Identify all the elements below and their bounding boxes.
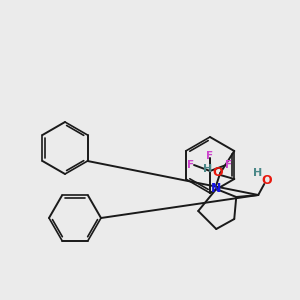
Text: O: O [212, 167, 223, 179]
Text: F: F [188, 160, 195, 170]
Text: O: O [261, 173, 272, 187]
Text: H: H [253, 168, 262, 178]
Text: H: H [202, 164, 212, 174]
Text: F: F [225, 160, 233, 170]
Text: F: F [206, 151, 214, 161]
Text: N: N [211, 182, 221, 196]
